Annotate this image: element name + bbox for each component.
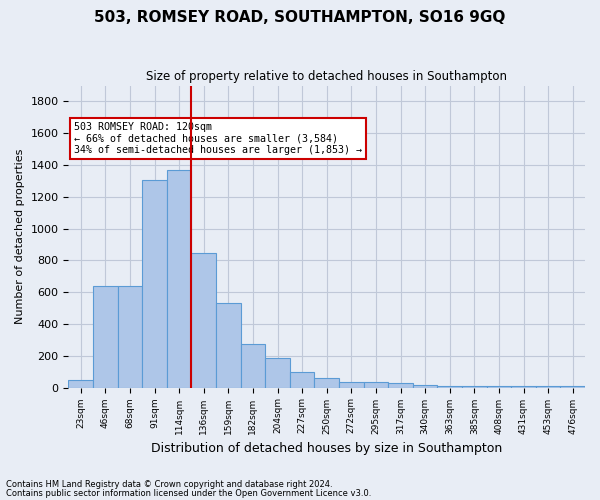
Bar <box>314 378 339 388</box>
Bar <box>388 383 413 388</box>
Bar <box>487 386 511 388</box>
Bar <box>216 304 241 388</box>
Bar <box>339 382 364 388</box>
Bar <box>536 386 560 388</box>
Bar <box>462 386 487 388</box>
Bar <box>413 385 437 388</box>
Text: 503 ROMSEY ROAD: 120sqm
← 66% of detached houses are smaller (3,584)
34% of semi: 503 ROMSEY ROAD: 120sqm ← 66% of detache… <box>74 122 362 155</box>
Bar <box>118 286 142 388</box>
Text: 503, ROMSEY ROAD, SOUTHAMPTON, SO16 9GQ: 503, ROMSEY ROAD, SOUTHAMPTON, SO16 9GQ <box>94 10 506 25</box>
Bar <box>241 344 265 388</box>
Bar <box>511 386 536 388</box>
Bar <box>167 170 191 388</box>
Bar <box>191 253 216 388</box>
Bar <box>93 286 118 388</box>
Text: Contains public sector information licensed under the Open Government Licence v3: Contains public sector information licen… <box>6 489 371 498</box>
Bar <box>364 382 388 388</box>
Bar <box>437 386 462 388</box>
Bar <box>68 380 93 388</box>
Bar <box>290 372 314 388</box>
Bar <box>560 386 585 388</box>
Title: Size of property relative to detached houses in Southampton: Size of property relative to detached ho… <box>146 70 507 83</box>
X-axis label: Distribution of detached houses by size in Southampton: Distribution of detached houses by size … <box>151 442 502 455</box>
Text: Contains HM Land Registry data © Crown copyright and database right 2024.: Contains HM Land Registry data © Crown c… <box>6 480 332 489</box>
Bar <box>265 358 290 388</box>
Bar <box>142 180 167 388</box>
Y-axis label: Number of detached properties: Number of detached properties <box>15 149 25 324</box>
